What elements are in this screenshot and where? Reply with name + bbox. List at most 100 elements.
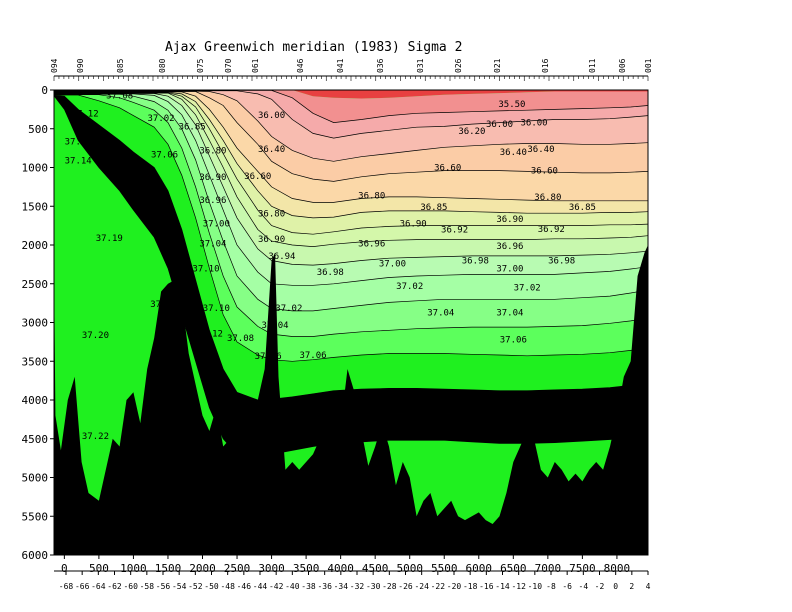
latitude-tick-label: -40 (285, 582, 300, 591)
latitude-tick-label: -62 (107, 582, 122, 591)
contour-label: 37.10 (203, 304, 230, 314)
contour-label: 37.00 (203, 219, 230, 229)
contour-label: 37.2 (150, 300, 172, 310)
contour-label: 36.80 (258, 209, 285, 219)
contour-label: 35.50 (498, 100, 525, 110)
contour-line (54, 92, 648, 235)
y-tick-label: 5000 (22, 472, 49, 485)
contour-label: 37.22 (82, 432, 109, 442)
contour-label: 37.0 (154, 350, 176, 360)
contour-line (54, 93, 648, 312)
contour-line (54, 93, 648, 266)
latitude-tick-label: 2 (629, 582, 634, 591)
latitude-tick-label: -22 (431, 582, 446, 591)
contour-label: 37.04 (199, 240, 226, 250)
contour-label: 36.40 (527, 145, 554, 155)
contour-label: 36.94 (268, 252, 295, 262)
contour-band (54, 90, 648, 123)
latitude-tick-label: -60 (123, 582, 138, 591)
station-label: 070 (224, 58, 233, 73)
contour-band (54, 93, 648, 266)
chart-title: Ajax Greenwich meridian (1983) Sigma 2 (165, 40, 462, 55)
x-tick-label: 3000 (258, 562, 285, 575)
station-label: 011 (588, 58, 597, 73)
latitude-tick-label: -48 (220, 582, 235, 591)
station-label: 031 (416, 58, 425, 73)
contour-band (54, 93, 648, 311)
contour-band (54, 95, 648, 400)
contour-band (54, 92, 648, 247)
y-tick-label: 2500 (22, 278, 49, 291)
contour-label: 36.92 (538, 225, 565, 235)
seafloor (54, 245, 648, 555)
x-tick-label: 7000 (535, 562, 562, 575)
contour-label: 36.00 (486, 120, 513, 130)
contour-label: 37.10 (607, 474, 634, 484)
contour-line (54, 91, 648, 203)
contour-label: 36.85 (179, 123, 206, 133)
x-tick-label: 1000 (120, 562, 147, 575)
contour-label: 37.00 (621, 385, 648, 395)
contour-label: 36.80 (199, 147, 226, 157)
x-tick-label: 2000 (189, 562, 216, 575)
latitude-tick-label: -38 (301, 582, 316, 591)
x-tick-label: 1500 (155, 562, 182, 575)
contour-label: 37.08 (365, 401, 392, 411)
station-label: 075 (196, 58, 205, 73)
contour-label: 36.40 (258, 145, 285, 155)
latitude-tick-label: -12 (511, 582, 526, 591)
contour-label: 37.14 (148, 206, 175, 216)
contour-band (54, 94, 648, 362)
latitude-tick-label: -58 (140, 582, 155, 591)
x-tick-label: 0 (61, 562, 68, 575)
contour-label: 37.04 (261, 321, 288, 331)
latitude-tick-label: -30 (366, 582, 381, 591)
contour-label: 36.98 (548, 257, 575, 267)
contour-line (54, 91, 648, 219)
contour-label: 36.00 (258, 111, 285, 121)
x-tick-label: 8000 (604, 562, 631, 575)
y-tick-label: 0 (41, 84, 48, 97)
contour-label: 37.00 (496, 264, 523, 274)
latitude-tick-label: -54 (172, 582, 187, 591)
latitude-tick-label: 4 (646, 582, 651, 591)
y-tick-label: 5500 (22, 510, 49, 523)
contour-label: 36.40 (500, 148, 527, 158)
latitude-tick-label: -44 (253, 582, 268, 591)
contour-line (54, 95, 648, 401)
station-label: 080 (158, 58, 167, 73)
latitude-tick-label: -68 (59, 582, 74, 591)
contour-label: 36.20 (458, 127, 485, 137)
contour-line (54, 93, 648, 286)
y-tick-label: 2000 (22, 239, 49, 252)
latitude-tick-label: -36 (317, 582, 332, 591)
x-tick-label: 6500 (500, 562, 527, 575)
latitude-tick-label: -28 (382, 582, 397, 591)
contour-label: 36.96 (496, 242, 523, 252)
station-label: 036 (376, 58, 385, 73)
latitude-tick-label: -32 (350, 582, 365, 591)
latitude-tick-label: -14 (495, 582, 510, 591)
station-label: 046 (296, 58, 305, 73)
latitude-tick-label: -6 (562, 582, 572, 591)
station-label: 001 (644, 58, 653, 73)
contour-label: 37.06 (255, 352, 282, 362)
x-tick-label: 4500 (362, 562, 389, 575)
contour-band (54, 91, 648, 218)
y-tick-label: 6000 (22, 549, 49, 562)
y-tick-label: 3000 (22, 317, 49, 330)
x-tick-label: 7500 (569, 562, 596, 575)
contour-band (54, 94, 648, 337)
contour-label: 37.08 (106, 92, 133, 102)
contour-label: 37.06 (500, 336, 527, 346)
contour-label: 36.98 (462, 257, 489, 267)
latitude-tick-label: -42 (269, 582, 284, 591)
contour-label: 36.00 (520, 119, 547, 129)
contour-band (54, 90, 648, 162)
station-label: 085 (116, 58, 125, 73)
contour-line (54, 92, 648, 247)
station-label: 006 (618, 58, 627, 73)
x-tick-label: 3500 (293, 562, 320, 575)
contour-line (54, 94, 648, 337)
